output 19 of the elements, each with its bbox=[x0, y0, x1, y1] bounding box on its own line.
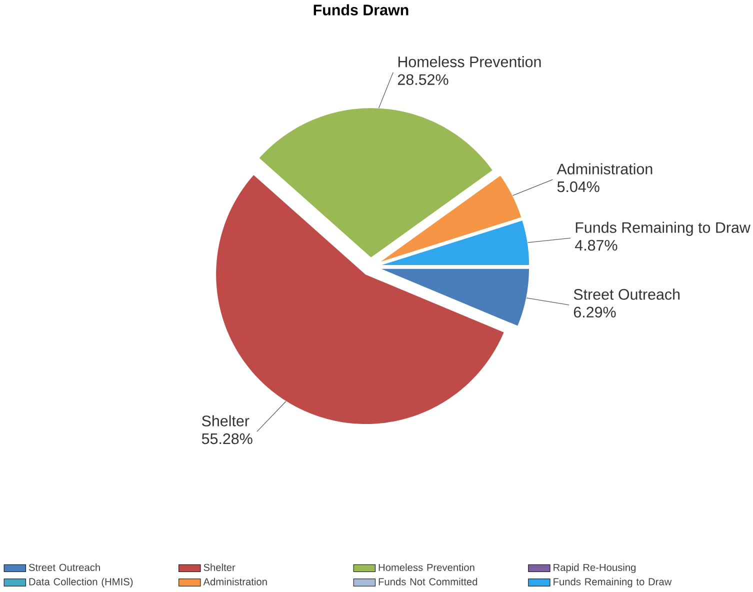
legend-label: Street Outreach bbox=[28, 563, 100, 571]
slice-label: Shelter bbox=[202, 415, 250, 426]
legend-label: Funds Not Committed bbox=[378, 578, 478, 586]
slice-label: Homeless Prevention bbox=[398, 56, 541, 68]
data-label: 4.87% bbox=[575, 240, 618, 251]
data-label: 28.52% bbox=[398, 74, 448, 85]
slice-label: Street Outreach bbox=[574, 288, 680, 300]
data-label: 55.28% bbox=[202, 433, 252, 444]
slice-label: Administration bbox=[556, 163, 652, 174]
legend-label: Funds Remaining to Draw bbox=[554, 578, 672, 588]
slice-label: Funds Remaining to Draw bbox=[576, 222, 750, 236]
chart-title: Funds Drawn bbox=[314, 4, 408, 16]
data-label: 6.29% bbox=[574, 306, 616, 318]
legend-label: Administration bbox=[203, 578, 267, 586]
legend-label: Homeless Prevention bbox=[378, 563, 474, 571]
legend-label: Rapid Re-Housing bbox=[554, 563, 636, 573]
data-label: 5.04% bbox=[557, 181, 600, 192]
legend-label: Data Collection (HMIS) bbox=[29, 578, 133, 588]
legend-label: Shelter bbox=[204, 563, 236, 571]
